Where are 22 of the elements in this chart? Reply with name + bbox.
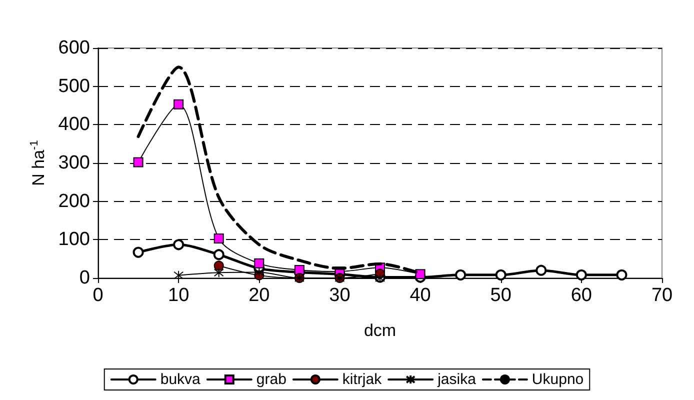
x-tick-label: 40 <box>410 285 431 306</box>
y-tick-label: 100 <box>58 229 90 250</box>
x-axis-title: dcm <box>364 321 396 340</box>
x-tick-label: 70 <box>651 285 673 306</box>
y-tick-label: 600 <box>58 38 90 58</box>
legend-label: kitrjak <box>342 371 382 388</box>
y-tick-label: 0 <box>79 268 90 288</box>
legend-label: Ukupno <box>532 371 584 388</box>
x-tick-label: 0 <box>92 285 104 306</box>
x-tick-label: 20 <box>248 285 270 306</box>
y-tick-label: 400 <box>58 114 90 136</box>
x-tick-label: 50 <box>490 285 512 306</box>
x-tick-label: 10 <box>168 285 190 306</box>
legend-label: jasika <box>436 371 477 388</box>
y-axis-title: N ha-1 <box>28 140 48 186</box>
y-tick-label: 300 <box>58 152 90 174</box>
y-tick-label: 500 <box>58 76 90 97</box>
legend-label: bukva <box>160 371 202 388</box>
legend-label: grab <box>256 371 286 388</box>
x-tick-label: 60 <box>570 285 592 306</box>
y-tick-label: 200 <box>58 190 90 212</box>
x-tick-label: 30 <box>329 285 350 306</box>
